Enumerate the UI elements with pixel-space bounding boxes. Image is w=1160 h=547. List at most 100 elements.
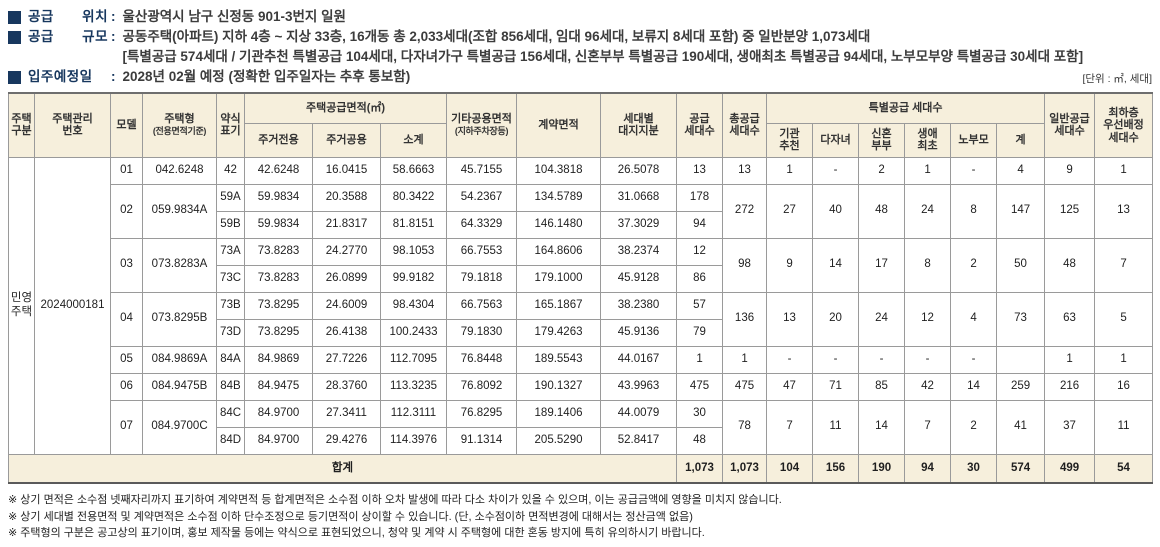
cell-supply-count: 79 [676,318,724,347]
cell-abbr: 84B [216,372,245,401]
cell-general-supply: 63 [1044,291,1096,347]
cell-total-supply: 1 [722,345,768,374]
cell-special-elderly-parent: 2 [950,399,998,455]
supply-scale-value-line2: [특별공급 574세대 / 기관추천 특별공급 104세대, 다자녀가구 특별공… [122,49,1084,64]
table-total-row: 합계 1,073 1,073 104 156 190 94 30 574 499 54 [7,453,1154,484]
cell-model: 02 [110,183,143,239]
cell-land-share: 37.3029 [600,210,678,239]
cell-other-common-area: 64.3329 [446,210,518,239]
footnote-2: ※ 상기 세대별 전용면적 및 계약면적은 소수점 이하 단수조정으로 등기면적… [8,510,693,523]
cell-common-area: 27.3411 [312,399,381,428]
cell-abbr: 73B [216,291,245,320]
col-header-special-elderly-parent: 노부모 [950,122,998,158]
cell-exclusive-area: 84.9700 [244,426,313,455]
move-in-date-line: 입주예정일 : 2028년 02월 예정 (정확한 입주일자는 추후 통보함) [8,67,1152,87]
cell-unit-type: 042.6248 [142,156,217,185]
cell-special-newlywed: 17 [858,237,906,293]
cell-model: 01 [110,156,143,185]
col-header-housing-division: 주택 구분 [8,92,35,158]
cell-subtotal-area: 98.1053 [379,237,448,266]
cell-contract-area: 164.8606 [516,237,602,266]
cell-total-supply-count: 1,073 [676,453,724,484]
cell-supply-count: 30 [676,399,724,428]
cell-exclusive-area: 59.9834 [244,183,313,212]
table-row: 03 073.8283A 73A 73.8283 24.2770 98.1053 66.75… [9,237,1154,293]
cell-lowest-priority: 7 [1094,237,1154,293]
col-header-lowest-floor: 최하층 우선배정 세대수 [1094,92,1154,158]
cell-special-sum: 41 [996,399,1046,455]
cell-supply-count: 48 [676,426,724,455]
table-row: 07 084.9700C 84C 84.9700 27.3411 112.3111 76.8… [9,399,1154,455]
cell-total-total-supply: 1,073 [722,453,768,484]
cell-other-common-area: 76.8295 [446,399,518,428]
footnotes: ※ 상기 면적은 소수점 넷째자리까지 표기하여 계약면적 등 합계면적은 소수… [8,492,1152,542]
col-header-other-common-area: 기타공용면적 (지하주차장등) [446,92,518,158]
cell-exclusive-area: 84.9475 [244,372,313,401]
header-info-section: 공급 위치 : 울산광역시 남구 신정동 901-3번지 일원 공급 규모 : … [0,0,1160,87]
cell-special-multi-child: 14 [812,237,860,293]
cell-abbr: 42 [216,156,245,185]
supply-location-label: 공급 위치 [8,7,108,27]
cell-lowest-priority: 5 [1094,291,1154,347]
cell-general-supply: 9 [1044,156,1096,185]
col-header-exclusive-area: 주거전용 [244,122,313,158]
cell-other-common-area: 79.1830 [446,318,518,347]
cell-unit-type: 084.9475B [142,372,217,401]
col-header-land-share: 세대별 대지지분 [600,92,678,158]
cell-total-general-supply: 499 [1044,453,1096,484]
cell-supply-count: 57 [676,291,724,320]
cell-unit-type: 073.8283A [142,237,217,293]
cell-exclusive-area: 42.6248 [244,156,313,185]
cell-special-sum [996,345,1046,374]
cell-exclusive-area: 73.8283 [244,264,313,293]
cell-exclusive-area: 59.9834 [244,210,313,239]
col-header-special-supply-group: 특별공급 세대수 [766,92,1046,124]
cell-land-share: 52.8417 [600,426,678,455]
col-header-abbr: 약식 표기 [216,92,245,158]
table-row: 73C 73.8283 26.0899 99.9182 79.1818 179.1000 4… [9,264,1153,293]
cell-subtotal-area: 81.8151 [379,210,448,239]
col-header-unit-type: 주택형 (전용면적기준) [142,92,217,158]
cell-abbr: 59B [216,210,245,239]
cell-total-special-elderly-parent: 30 [950,453,998,484]
cell-special-elderly-parent: 8 [950,183,998,239]
cell-common-area: 27.7226 [312,345,381,374]
cell-other-common-area: 91.1314 [446,426,518,455]
colon: : [111,29,116,44]
cell-other-common-area: 54.2367 [446,183,518,212]
cell-subtotal-area: 98.4304 [379,291,448,320]
cell-supply-count: 13 [676,156,724,185]
cell-model: 06 [110,372,143,401]
cell-total-special-sum: 574 [996,453,1046,484]
cell-model: 05 [110,345,143,374]
colon: : [111,9,116,24]
cell-land-share: 44.0079 [600,399,678,428]
cell-land-share: 45.9128 [600,264,678,293]
cell-special-first-time: 12 [904,291,952,347]
cell-special-newlywed: - [858,345,906,374]
footnote-3: ※ 주택형의 구분은 공고상의 표기이며, 홍보 제작물 등에는 약식으로 표현… [8,527,705,539]
cell-land-share: 38.2374 [600,237,678,266]
cell-unit-type: 084.9700C [142,399,217,455]
cell-special-institution: - [766,345,814,374]
supply-scale-value: 공동주택(아파트) 지하 4층 ~ 지상 33층, 16개동 총 2,033세대… [123,27,1084,67]
cell-unit-type: 073.8295B [142,291,217,347]
cell-total-special-multi-child: 156 [812,453,860,484]
cell-exclusive-area: 84.9700 [244,399,313,428]
col-header-common-area: 주거공용 [312,122,381,158]
cell-special-multi-child: 20 [812,291,860,347]
cell-total-special-first-time: 94 [904,453,952,484]
table-row: 59B 59.9834 21.8317 81.8151 64.3329 146.1480 3… [9,210,1153,239]
move-in-date-label: 입주예정일 [8,67,108,87]
cell-total-supply: 136 [722,291,768,347]
cell-other-common-area: 66.7563 [446,291,518,320]
cell-special-institution: 13 [766,291,814,347]
col-header-special-newlywed: 신혼 부부 [858,122,906,158]
cell-contract-area: 104.3818 [516,156,602,185]
cell-subtotal-area: 113.3235 [379,372,448,401]
cell-total-supply: 475 [722,372,768,401]
cell-contract-area: 179.4263 [516,318,602,347]
col-header-special-multi-child: 다자녀 [812,122,860,158]
cell-exclusive-area: 73.8295 [244,318,313,347]
table-row: 05 084.9869A 84A 84.9869 27.7226 112.7095 76.8… [9,345,1154,374]
